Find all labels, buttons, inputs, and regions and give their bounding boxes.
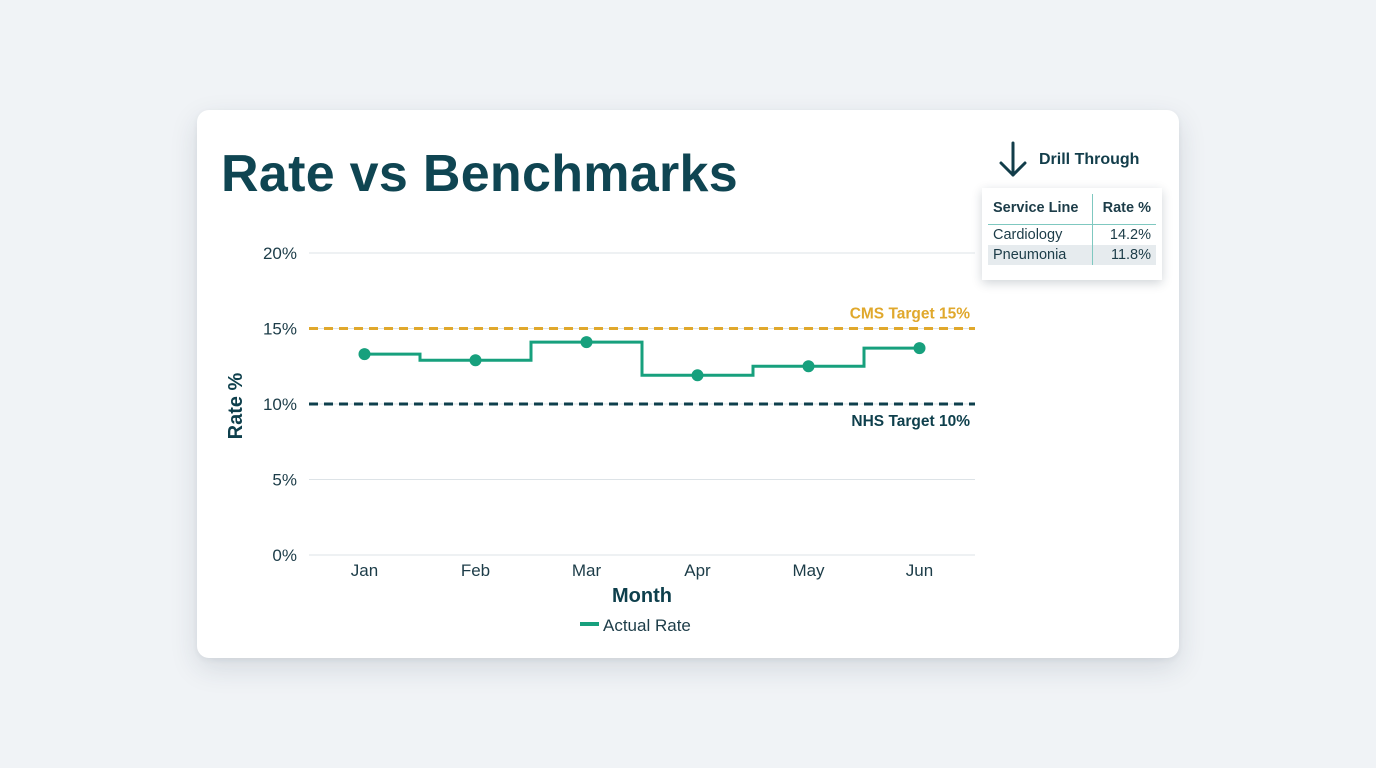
actual-rate-point bbox=[580, 336, 593, 349]
drill-through-label: Drill Through bbox=[1039, 151, 1140, 168]
actual-rate-point bbox=[358, 348, 371, 361]
y-axis-title: Rate % bbox=[225, 372, 247, 439]
drill-through-button[interactable]: Drill Through bbox=[997, 140, 1139, 180]
rate-cell: 11.8% bbox=[1091, 245, 1156, 265]
cms-target-label: CMS Target 15% bbox=[850, 306, 971, 323]
service-line-cell: Cardiology bbox=[993, 227, 1063, 243]
actual-rate-point bbox=[469, 354, 482, 367]
x-tick-label: Mar bbox=[572, 561, 602, 580]
actual-rate-point bbox=[802, 360, 815, 373]
x-axis-title: Month bbox=[612, 585, 672, 607]
rate-cell: 14.2% bbox=[1091, 224, 1156, 245]
actual-rate-point bbox=[913, 342, 926, 355]
table-row[interactable]: Pneumonia 11.8% bbox=[988, 245, 1156, 265]
rate-line-chart: 0% 5% 10% 15% 20% Jan Feb Mar Apr May Jun Month Rate… bbox=[225, 244, 975, 635]
y-tick-label: 0% bbox=[272, 546, 297, 565]
y-tick-label: 5% bbox=[272, 471, 297, 490]
y-tick-label: 20% bbox=[263, 244, 297, 263]
y-tick-label: 15% bbox=[263, 320, 297, 339]
service-line-cell: Pneumonia bbox=[988, 245, 1093, 265]
chart-title: Rate vs Benchmarks bbox=[221, 145, 738, 203]
x-tick-label: Jun bbox=[906, 561, 933, 580]
x-tick-label: Feb bbox=[461, 561, 490, 580]
legend-label-actual-rate: Actual Rate bbox=[603, 616, 691, 635]
x-tick-label: Jan bbox=[351, 561, 378, 580]
column-header-service-line[interactable]: Service Line bbox=[988, 194, 1093, 225]
column-header-rate[interactable]: Rate % bbox=[1091, 194, 1156, 225]
x-tick-label: Apr bbox=[684, 561, 711, 580]
actual-rate-line bbox=[364, 340, 920, 377]
actual-rate-point bbox=[691, 369, 704, 382]
x-tick-label: May bbox=[792, 561, 825, 580]
arrow-down-icon bbox=[999, 141, 1027, 177]
nhs-target-label: NHS Target 10% bbox=[851, 413, 970, 430]
drill-through-table: Service Line Rate % Cardiology 14.2% Pne… bbox=[982, 188, 1162, 280]
table-row[interactable]: Cardiology 14.2% bbox=[988, 224, 1156, 245]
y-tick-label: 10% bbox=[263, 395, 297, 414]
chart-card: Rate vs Benchmarks Drill Through Service… bbox=[197, 110, 1179, 658]
